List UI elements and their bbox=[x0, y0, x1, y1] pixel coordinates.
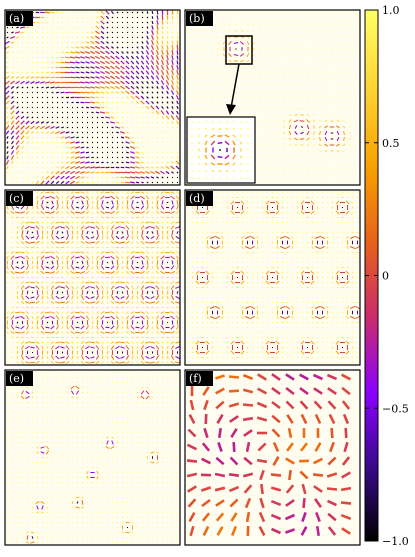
panel-e: (e) bbox=[4, 369, 181, 546]
panel-label: (d) bbox=[189, 192, 205, 205]
colorbar-tick-label: 0 bbox=[382, 270, 389, 283]
panel-a: (a) bbox=[4, 9, 181, 186]
panel-d: (d) bbox=[184, 189, 361, 366]
panel-frame bbox=[4, 369, 181, 546]
colorbar-tick-label: 0.5 bbox=[382, 137, 400, 150]
panel-label-bg bbox=[6, 11, 33, 26]
colorbar-tick-label: −1.0 bbox=[382, 535, 409, 548]
spin-field bbox=[5, 9, 180, 185]
colorbar-tick-label: 1.0 bbox=[382, 4, 400, 17]
zoom-arrow bbox=[230, 63, 240, 109]
spin-field bbox=[186, 371, 352, 537]
panel-frame bbox=[184, 9, 361, 186]
panel-label-bg bbox=[186, 371, 213, 386]
inset-zoom bbox=[186, 116, 256, 184]
panel-frame bbox=[4, 9, 181, 186]
panel-label-bg bbox=[186, 11, 213, 26]
spin-field bbox=[186, 191, 360, 364]
panel-frame bbox=[184, 189, 361, 366]
panel-label: (a) bbox=[9, 12, 24, 25]
spin-field bbox=[6, 191, 181, 365]
spin-field bbox=[6, 371, 179, 544]
panel-label-bg bbox=[186, 191, 213, 206]
inset-background bbox=[187, 117, 255, 183]
panel-label: (f) bbox=[189, 372, 202, 385]
panel-label: (b) bbox=[189, 12, 205, 25]
colorbar-tick-label: −0.5 bbox=[382, 402, 409, 415]
panel-label: (c) bbox=[9, 192, 24, 205]
panel-label-bg bbox=[6, 371, 33, 386]
panel-c: (c) bbox=[4, 189, 181, 366]
zoom-arrow-head bbox=[226, 104, 236, 115]
panel-frame bbox=[4, 189, 181, 366]
panel-frame bbox=[184, 369, 361, 546]
panel-f: (f) bbox=[184, 369, 361, 546]
panel-label: (e) bbox=[9, 372, 24, 385]
panel-b: (b) bbox=[184, 9, 361, 186]
inset-frame bbox=[186, 116, 256, 184]
colorbar: 1.0 0.5 0 −0.5 −1.0 bbox=[364, 4, 409, 548]
panel-label-bg bbox=[6, 191, 33, 206]
